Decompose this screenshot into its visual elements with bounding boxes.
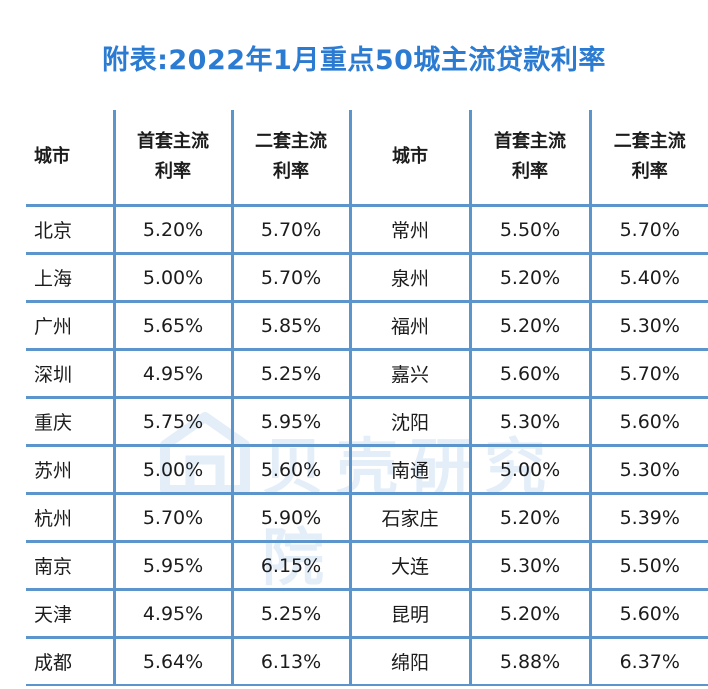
cell-first-rate: 5.00% <box>468 445 590 495</box>
header-first-rate-2: 首套主流 利率 <box>468 110 590 207</box>
cell-second-rate: 5.95% <box>230 397 350 447</box>
cell-city: 沈阳 <box>348 397 470 447</box>
cell-second-rate: 5.39% <box>588 493 708 543</box>
table-row: 杭州 5.70% 5.90% 石家庄 5.20% 5.39% <box>26 493 708 543</box>
cell-second-rate: 5.70% <box>588 349 708 399</box>
cell-second-rate: 5.90% <box>230 493 350 543</box>
cell-city: 苏州 <box>26 445 114 495</box>
cell-city: 天津 <box>26 589 114 639</box>
cell-city: 深圳 <box>26 349 114 399</box>
rate-table: 城市 首套主流 利率 二套主流 利率 城市 首套主流 利率 二套主流 利率 北京… <box>26 110 708 686</box>
table-row: 上海 5.00% 5.70% 泉州 5.20% 5.40% <box>26 253 708 303</box>
cell-second-rate: 6.15% <box>230 541 350 591</box>
cell-first-rate: 5.30% <box>468 397 590 447</box>
cell-first-rate: 5.20% <box>468 589 590 639</box>
cell-first-rate: 4.95% <box>112 349 232 399</box>
cell-first-rate: 5.95% <box>112 541 232 591</box>
cell-city: 石家庄 <box>348 493 470 543</box>
cell-city: 南京 <box>26 541 114 591</box>
cell-second-rate: 5.85% <box>230 301 350 351</box>
table-row: 广州 5.65% 5.85% 福州 5.20% 5.30% <box>26 301 708 351</box>
cell-first-rate: 5.75% <box>112 397 232 447</box>
header-city-2: 城市 <box>348 110 470 207</box>
cell-first-rate: 5.20% <box>112 205 232 255</box>
table-header-row: 城市 首套主流 利率 二套主流 利率 城市 首套主流 利率 二套主流 利率 <box>26 110 708 207</box>
cell-city: 福州 <box>348 301 470 351</box>
cell-first-rate: 5.20% <box>468 301 590 351</box>
cell-first-rate: 5.30% <box>468 541 590 591</box>
cell-second-rate: 5.60% <box>230 445 350 495</box>
cell-second-rate: 5.70% <box>588 205 708 255</box>
cell-first-rate: 5.20% <box>468 493 590 543</box>
table-row: 重庆 5.75% 5.95% 沈阳 5.30% 5.60% <box>26 397 708 447</box>
cell-city: 北京 <box>26 205 114 255</box>
table-row: 苏州 5.00% 5.60% 南通 5.00% 5.30% <box>26 445 708 495</box>
header-first-rate: 首套主流 利率 <box>112 110 232 207</box>
cell-city: 重庆 <box>26 397 114 447</box>
cell-city: 成都 <box>26 637 114 686</box>
cell-first-rate: 5.00% <box>112 253 232 303</box>
header-city: 城市 <box>26 110 114 207</box>
table-row: 成都 5.64% 6.13% 绵阳 5.88% 6.37% <box>26 637 708 686</box>
cell-city: 杭州 <box>26 493 114 543</box>
cell-city: 上海 <box>26 253 114 303</box>
cell-second-rate: 5.70% <box>230 253 350 303</box>
cell-city: 绵阳 <box>348 637 470 686</box>
cell-first-rate: 5.60% <box>468 349 590 399</box>
cell-city: 常州 <box>348 205 470 255</box>
cell-city: 嘉兴 <box>348 349 470 399</box>
cell-second-rate: 5.50% <box>588 541 708 591</box>
table-row: 深圳 4.95% 5.25% 嘉兴 5.60% 5.70% <box>26 349 708 399</box>
cell-second-rate: 5.60% <box>588 589 708 639</box>
cell-first-rate: 4.95% <box>112 589 232 639</box>
cell-second-rate: 5.60% <box>588 397 708 447</box>
cell-first-rate: 5.64% <box>112 637 232 686</box>
cell-city: 南通 <box>348 445 470 495</box>
header-second-rate: 二套主流 利率 <box>230 110 350 207</box>
cell-first-rate: 5.65% <box>112 301 232 351</box>
table-row: 天津 4.95% 5.25% 昆明 5.20% 5.60% <box>26 589 708 639</box>
cell-second-rate: 5.30% <box>588 445 708 495</box>
cell-second-rate: 6.13% <box>230 637 350 686</box>
cell-first-rate: 5.00% <box>112 445 232 495</box>
cell-city: 广州 <box>26 301 114 351</box>
table-row: 南京 5.95% 6.15% 大连 5.30% 5.50% <box>26 541 708 591</box>
header-second-rate-2: 二套主流 利率 <box>588 110 708 207</box>
cell-second-rate: 5.70% <box>230 205 350 255</box>
cell-first-rate: 5.88% <box>468 637 590 686</box>
cell-second-rate: 5.25% <box>230 589 350 639</box>
cell-second-rate: 6.37% <box>588 637 708 686</box>
table-row: 北京 5.20% 5.70% 常州 5.50% 5.70% <box>26 205 708 255</box>
cell-second-rate: 5.25% <box>230 349 350 399</box>
cell-city: 大连 <box>348 541 470 591</box>
cell-first-rate: 5.70% <box>112 493 232 543</box>
cell-city: 泉州 <box>348 253 470 303</box>
cell-second-rate: 5.40% <box>588 253 708 303</box>
cell-first-rate: 5.20% <box>468 253 590 303</box>
cell-city: 昆明 <box>348 589 470 639</box>
page-title: 附表:2022年1月重点50城主流贷款利率 <box>102 45 606 76</box>
cell-second-rate: 5.30% <box>588 301 708 351</box>
cell-first-rate: 5.50% <box>468 205 590 255</box>
